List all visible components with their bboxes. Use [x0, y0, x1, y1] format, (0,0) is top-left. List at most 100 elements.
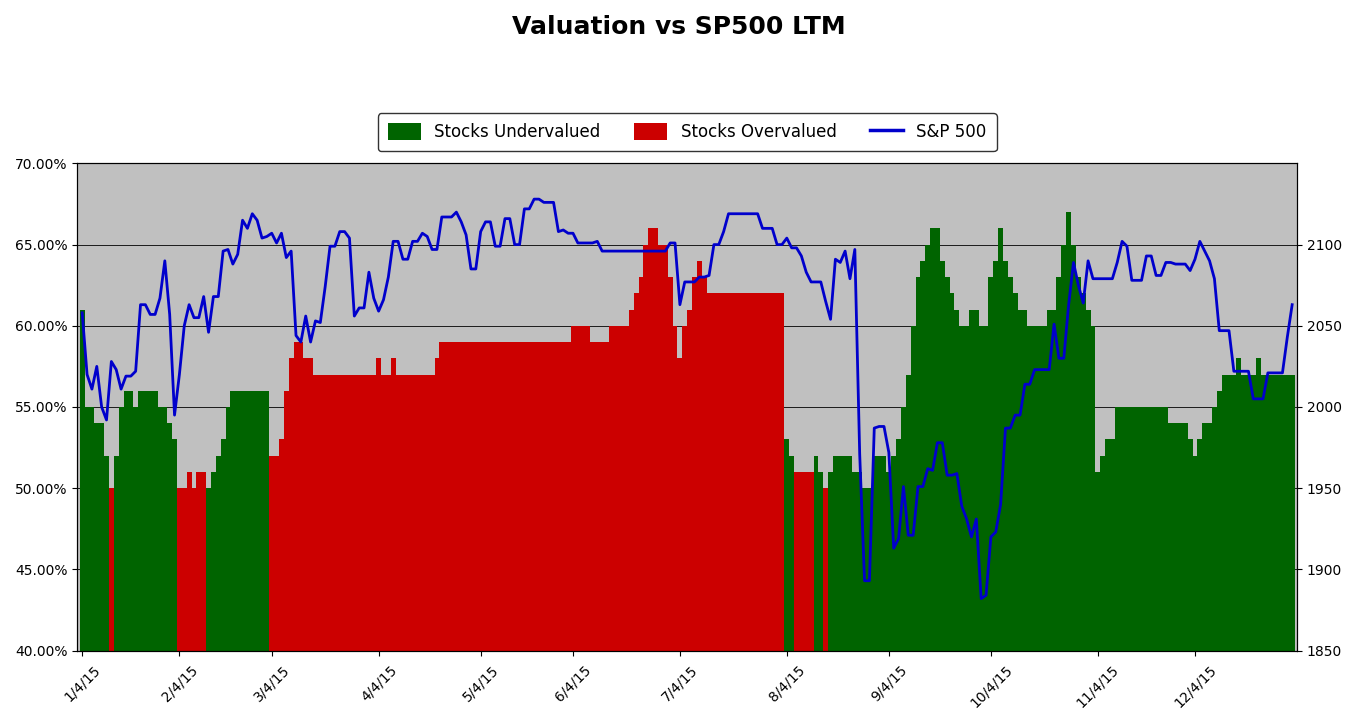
- Bar: [1197, 439, 1202, 650]
- Text: Valuation vs SP500 LTM: Valuation vs SP500 LTM: [512, 14, 845, 38]
- Bar: [1280, 375, 1285, 650]
- Bar: [197, 472, 201, 650]
- Bar: [1231, 375, 1236, 650]
- Bar: [628, 310, 634, 650]
- Bar: [551, 342, 556, 650]
- Bar: [118, 407, 123, 650]
- Bar: [293, 342, 299, 650]
- Bar: [1129, 407, 1134, 650]
- Bar: [944, 277, 950, 650]
- Bar: [455, 342, 459, 650]
- Bar: [187, 472, 191, 650]
- Bar: [1227, 375, 1231, 650]
- Bar: [269, 456, 274, 650]
- Bar: [142, 391, 148, 650]
- Bar: [1168, 423, 1172, 650]
- Bar: [619, 326, 624, 650]
- Bar: [925, 244, 930, 650]
- Bar: [999, 228, 1003, 650]
- Bar: [779, 294, 784, 650]
- Bar: [673, 326, 677, 650]
- Bar: [391, 358, 396, 650]
- Bar: [1163, 407, 1168, 650]
- Bar: [372, 375, 376, 650]
- Bar: [240, 391, 246, 650]
- Bar: [862, 488, 867, 650]
- Bar: [590, 342, 594, 650]
- Bar: [498, 342, 502, 650]
- Bar: [1091, 326, 1095, 650]
- Bar: [1110, 439, 1115, 650]
- Bar: [600, 342, 605, 650]
- Bar: [80, 310, 84, 650]
- Bar: [1125, 407, 1129, 650]
- Bar: [323, 375, 327, 650]
- Bar: [653, 228, 658, 650]
- Bar: [814, 456, 818, 650]
- Bar: [687, 310, 692, 650]
- Bar: [541, 342, 547, 650]
- Bar: [342, 375, 347, 650]
- Bar: [104, 456, 109, 650]
- Bar: [935, 228, 940, 650]
- Bar: [756, 294, 760, 650]
- Bar: [615, 326, 619, 650]
- Bar: [1134, 407, 1139, 650]
- Bar: [1120, 407, 1125, 650]
- Bar: [210, 472, 216, 650]
- Bar: [1289, 375, 1295, 650]
- Bar: [464, 342, 468, 650]
- Bar: [886, 472, 892, 650]
- Bar: [449, 342, 455, 650]
- Bar: [1266, 375, 1270, 650]
- Bar: [1183, 423, 1187, 650]
- Bar: [99, 423, 104, 650]
- Bar: [775, 294, 779, 650]
- Bar: [1003, 261, 1008, 650]
- Bar: [769, 294, 775, 650]
- Bar: [954, 310, 959, 650]
- Bar: [255, 391, 259, 650]
- Bar: [735, 294, 741, 650]
- Bar: [892, 456, 896, 650]
- Bar: [176, 488, 182, 650]
- Bar: [381, 375, 385, 650]
- Bar: [1246, 375, 1251, 650]
- Bar: [478, 342, 483, 650]
- Bar: [114, 456, 118, 650]
- Bar: [385, 375, 391, 650]
- Bar: [1144, 407, 1149, 650]
- Bar: [1022, 310, 1027, 650]
- Bar: [304, 358, 308, 650]
- Bar: [231, 391, 235, 650]
- Bar: [1115, 407, 1120, 650]
- Bar: [1202, 423, 1208, 650]
- Bar: [711, 294, 716, 650]
- Bar: [419, 375, 425, 650]
- Bar: [225, 407, 231, 650]
- Legend: Stocks Undervalued, Stocks Overvalued, S&P 500: Stocks Undervalued, Stocks Overvalued, S…: [377, 113, 996, 152]
- Bar: [308, 358, 313, 650]
- Bar: [493, 342, 498, 650]
- Bar: [1052, 310, 1057, 650]
- Bar: [502, 342, 508, 650]
- Bar: [1042, 326, 1046, 650]
- Bar: [916, 277, 920, 650]
- Bar: [459, 342, 464, 650]
- Bar: [95, 423, 99, 650]
- Bar: [153, 391, 157, 650]
- Bar: [920, 261, 925, 650]
- Bar: [911, 326, 916, 650]
- Bar: [1057, 277, 1061, 650]
- Bar: [1086, 310, 1091, 650]
- Bar: [201, 472, 206, 650]
- Bar: [570, 326, 575, 650]
- Bar: [90, 407, 95, 650]
- Bar: [833, 456, 837, 650]
- Bar: [726, 294, 731, 650]
- Bar: [1255, 358, 1261, 650]
- Bar: [265, 391, 269, 650]
- Bar: [634, 294, 639, 650]
- Bar: [818, 472, 824, 650]
- Bar: [1067, 212, 1071, 650]
